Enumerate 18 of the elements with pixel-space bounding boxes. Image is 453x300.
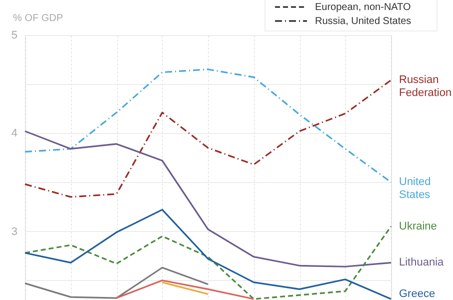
line-series [24, 79, 392, 198]
line-series [24, 226, 392, 300]
y-axis-title: % OF GDP [13, 13, 64, 24]
y-tick-label: 5 [11, 30, 18, 42]
line-series [24, 266, 209, 299]
series-label: Russian Federation [399, 74, 452, 100]
line-series [24, 208, 392, 300]
line-series [24, 68, 392, 184]
series-label: Lithuania [399, 256, 445, 269]
y-tick-label: 3 [11, 226, 18, 238]
series-label: Greece [399, 288, 436, 300]
y-tick-label: 4 [11, 128, 18, 140]
text: Russia, United States [315, 16, 412, 27]
series-label: Ukraine [399, 220, 437, 232]
line-series [116, 280, 255, 300]
text: European, non-NATO [315, 2, 412, 13]
series-label: United States [399, 176, 431, 202]
line-series [24, 130, 392, 268]
